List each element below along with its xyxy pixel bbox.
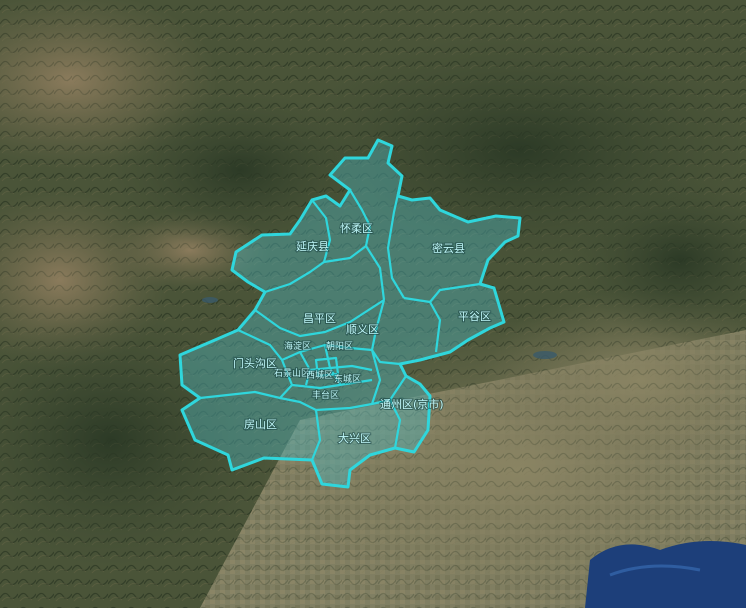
label-shunyi: 顺义区 bbox=[346, 323, 379, 336]
label-haidian: 海淀区 bbox=[284, 340, 311, 352]
label-tongzhou: 通州区(京市) bbox=[380, 397, 444, 411]
label-daxing: 大兴区 bbox=[338, 431, 371, 445]
district-changping[interactable] bbox=[293, 285, 343, 335]
label-shijingshan: 石景山区 bbox=[274, 368, 310, 379]
label-fengtai: 丰台区 bbox=[312, 389, 339, 401]
district-boundaries bbox=[199, 175, 481, 461]
label-fangshan: 房山区 bbox=[244, 418, 277, 431]
label-pinggu: 平谷区 bbox=[458, 310, 491, 323]
label-mentougou: 门头沟区 bbox=[233, 356, 277, 370]
label-dongcheng: 东城区 bbox=[334, 373, 361, 385]
district-labels: 怀柔区 延庆县 密云县 昌平区 顺义区 平谷区 门头沟区 海淀区 朝阳区 石景山… bbox=[232, 221, 492, 446]
district-huairou[interactable] bbox=[330, 195, 380, 245]
district-shunyi[interactable] bbox=[373, 303, 417, 347]
label-yanqing: 延庆县 bbox=[296, 239, 329, 253]
label-miyun: 密云县 bbox=[432, 241, 465, 255]
label-xicheng: 西城区 bbox=[306, 370, 333, 381]
beijing-region bbox=[178, 138, 522, 489]
label-huairou: 怀柔区 bbox=[340, 222, 373, 235]
sea-area bbox=[585, 541, 746, 608]
label-chaoyang: 朝阳区 bbox=[326, 341, 353, 352]
label-changping: 昌平区 bbox=[303, 312, 336, 325]
district-yanqing[interactable] bbox=[262, 227, 318, 283]
